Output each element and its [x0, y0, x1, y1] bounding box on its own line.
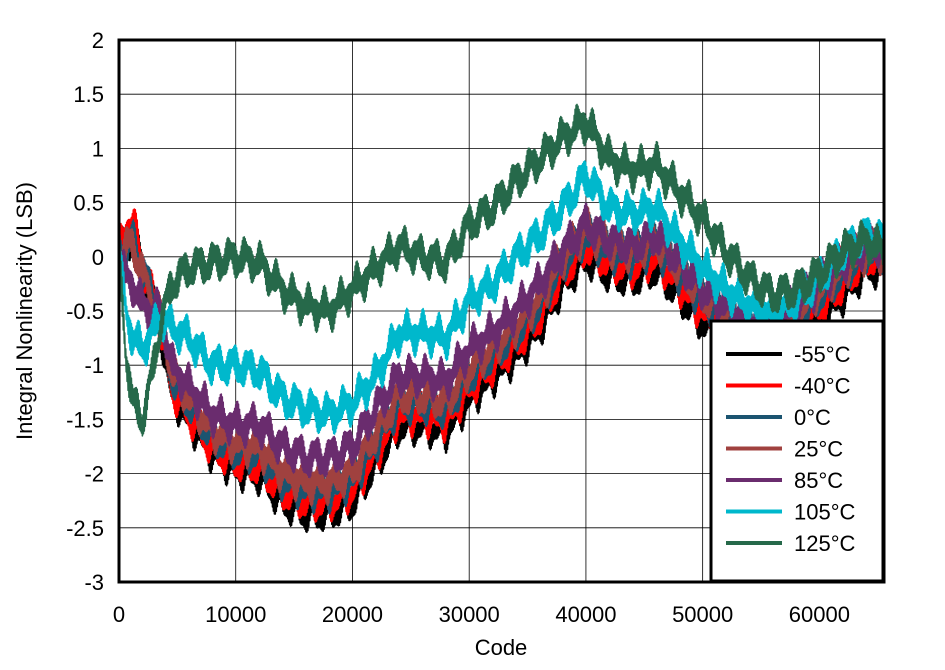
legend-label: 25°C — [794, 437, 843, 462]
x-tick-label: 40000 — [555, 602, 616, 627]
y-tick-label: 1.5 — [73, 82, 104, 107]
series-line — [119, 103, 884, 437]
x-tick-label: 60000 — [789, 602, 850, 627]
legend-label: -55°C — [794, 342, 851, 367]
y-tick-label: 0.5 — [73, 191, 104, 216]
x-tick-label: 50000 — [672, 602, 733, 627]
y-tick-labels: 2 1.5 1 0.5 0 -0.5 -1 -1.5 -2 -2.5 -3 — [66, 28, 104, 595]
y-tick-label: -3 — [84, 570, 104, 595]
series-line — [119, 160, 884, 435]
x-tick-label: 20000 — [322, 602, 383, 627]
legend: -55°C -40°C 0°C 25°C 85°C 105°C 125°C — [709, 319, 885, 583]
y-tick-label: -1.5 — [66, 407, 104, 432]
x-tick-label: 10000 — [205, 602, 266, 627]
y-tick-label: 0 — [92, 245, 104, 270]
y-tick-label: -1 — [84, 353, 104, 378]
y-axis-title: Integral Nonlinearity (LSB) — [12, 182, 37, 440]
x-tick-labels: 0 10000 20000 30000 40000 50000 60000 — [113, 602, 850, 627]
plot-frame — [117, 38, 886, 584]
y-tick-label: 1 — [92, 136, 104, 161]
legend-label: 105°C — [794, 500, 856, 525]
y-tick-label: 2 — [92, 28, 104, 53]
legend-label: -40°C — [794, 374, 851, 399]
legend-box — [709, 319, 885, 583]
y-tick-label: -2.5 — [66, 516, 104, 541]
y-tick-label: -0.5 — [66, 299, 104, 324]
x-axis-title: Code — [475, 635, 528, 660]
x-tick-label: 0 — [113, 602, 125, 627]
x-tick-label: 30000 — [439, 602, 500, 627]
legend-label: 125°C — [794, 531, 856, 556]
legend-label: 0°C — [794, 405, 831, 430]
y-tick-label: -2 — [84, 462, 104, 487]
legend-label: 85°C — [794, 468, 843, 493]
